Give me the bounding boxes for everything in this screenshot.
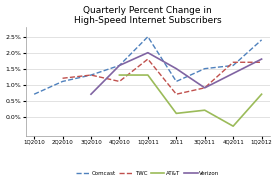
AT&T xyxy=(175,112,178,114)
TWC xyxy=(232,61,235,63)
AT&T xyxy=(203,109,206,111)
AT&T xyxy=(260,93,263,95)
AT&T xyxy=(232,125,235,127)
Line: Verizon: Verizon xyxy=(91,53,262,94)
Comcast xyxy=(203,68,206,70)
Comcast xyxy=(61,80,64,83)
Comcast xyxy=(146,36,150,38)
TWC xyxy=(146,58,150,60)
Comcast xyxy=(118,64,121,67)
Line: AT&T: AT&T xyxy=(119,75,262,126)
Comcast xyxy=(32,93,36,95)
Verizon xyxy=(89,93,93,95)
Comcast xyxy=(89,74,93,76)
Verizon xyxy=(260,58,263,60)
Verizon xyxy=(175,68,178,70)
Comcast xyxy=(175,80,178,83)
Verizon xyxy=(146,52,150,54)
Verizon xyxy=(118,64,121,67)
Comcast xyxy=(260,39,263,41)
AT&T xyxy=(146,74,150,76)
TWC xyxy=(118,80,121,83)
Comcast xyxy=(232,64,235,67)
TWC xyxy=(61,77,64,79)
Verizon xyxy=(203,87,206,89)
TWC xyxy=(175,93,178,95)
TWC xyxy=(89,74,93,76)
TWC xyxy=(260,61,263,63)
AT&T xyxy=(118,74,121,76)
Line: Comcast: Comcast xyxy=(34,37,262,94)
Line: TWC: TWC xyxy=(62,59,262,94)
Title: Quarterly Percent Change in
High-Speed Internet Subscribers: Quarterly Percent Change in High-Speed I… xyxy=(74,6,222,25)
Legend: Comcast, TWC, AT&T, Verizon: Comcast, TWC, AT&T, Verizon xyxy=(74,169,222,179)
TWC xyxy=(203,87,206,89)
